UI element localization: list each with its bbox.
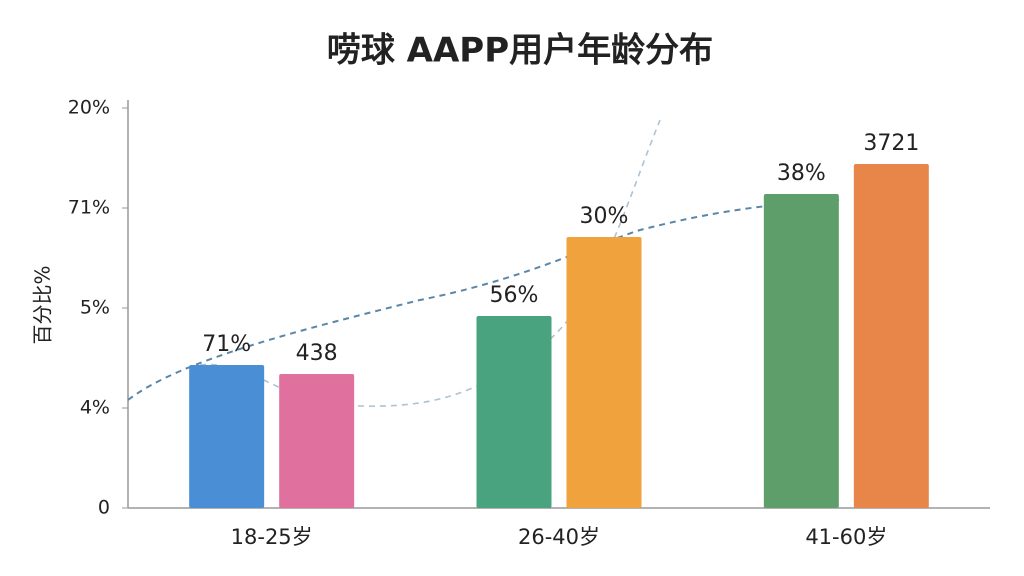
y-tick-label: 5% bbox=[80, 297, 110, 319]
bar-annotation: 438 bbox=[296, 341, 338, 366]
y-tick-label: 20% bbox=[68, 97, 110, 119]
x-tick-label: 18-25岁 bbox=[231, 525, 313, 549]
bar-annotation: 38% bbox=[777, 161, 826, 186]
bar bbox=[763, 194, 839, 508]
bar bbox=[566, 237, 642, 508]
decor-curve bbox=[199, 119, 661, 407]
y-tick-label: 0 bbox=[98, 497, 110, 519]
y-tick-label: 4% bbox=[80, 397, 110, 419]
y-axis-label: 百分比% bbox=[31, 265, 55, 344]
y-tick-label: 71% bbox=[68, 197, 110, 219]
x-tick-label: 41-60岁 bbox=[805, 525, 887, 549]
chart-title: 唠球 AAPP用户年龄分布 bbox=[327, 31, 713, 71]
bar bbox=[279, 374, 355, 508]
bar bbox=[853, 164, 929, 508]
decor-curve bbox=[127, 199, 841, 401]
bar-annotation: 71% bbox=[202, 332, 251, 357]
bar bbox=[476, 316, 552, 508]
bar-annotation: 30% bbox=[580, 204, 629, 229]
bar-annotation: 3721 bbox=[863, 131, 919, 156]
x-tick-label: 26-40岁 bbox=[518, 525, 600, 549]
bar-annotation: 56% bbox=[490, 283, 539, 308]
bar bbox=[189, 365, 265, 508]
